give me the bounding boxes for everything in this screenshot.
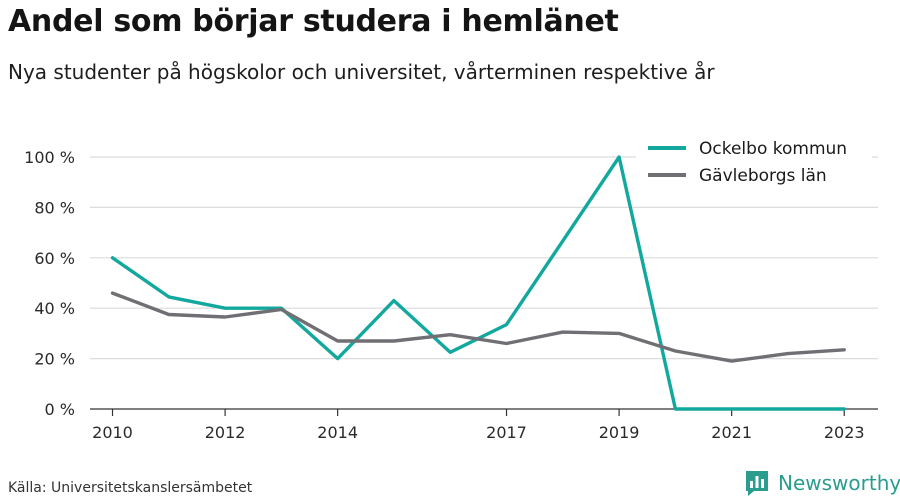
chart-subtitle: Nya studenter på högskolor och universit…: [8, 60, 715, 84]
y-tick-label: 20 %: [34, 350, 75, 369]
x-tick-label: 2021: [711, 423, 752, 442]
x-tick-label: 2017: [486, 423, 527, 442]
chart-title: Andel som börjar studera i hemlänet: [8, 4, 619, 39]
y-tick-label: 60 %: [34, 249, 75, 268]
source-note: Källa: Universitetskanslersämbetet: [8, 480, 253, 496]
legend-background: [636, 132, 872, 192]
y-tick-label: 100 %: [24, 148, 75, 167]
legend-label: Gävleborgs län: [699, 166, 827, 186]
newsworthy-icon: [746, 471, 768, 496]
brand-logo[interactable]: Newsworthy: [744, 468, 900, 498]
y-tick-label: 0 %: [45, 400, 75, 419]
x-tick-label: 2012: [205, 423, 246, 442]
series-line-ockelbo: [110, 155, 846, 411]
brand-name: Newsworthy: [778, 471, 900, 495]
axis-layer: 0 % 20 % 40 % 60 % 80 % 100 % 2010 2012 2014 2017…: [24, 148, 878, 442]
x-tick-label: 2019: [599, 423, 640, 442]
y-tick-label: 80 %: [34, 198, 75, 217]
series-layer: [110, 155, 846, 411]
y-tick-label: 40 %: [34, 299, 75, 318]
series-line-gavleborg: [110, 291, 846, 363]
x-tick-label: 2010: [92, 423, 133, 442]
legend: Ockelbo kommun Gävleborgs län: [636, 132, 872, 192]
x-tick-label: 2014: [317, 423, 358, 442]
x-tick-label: 2023: [824, 423, 865, 442]
legend-label: Ockelbo kommun: [699, 139, 847, 159]
